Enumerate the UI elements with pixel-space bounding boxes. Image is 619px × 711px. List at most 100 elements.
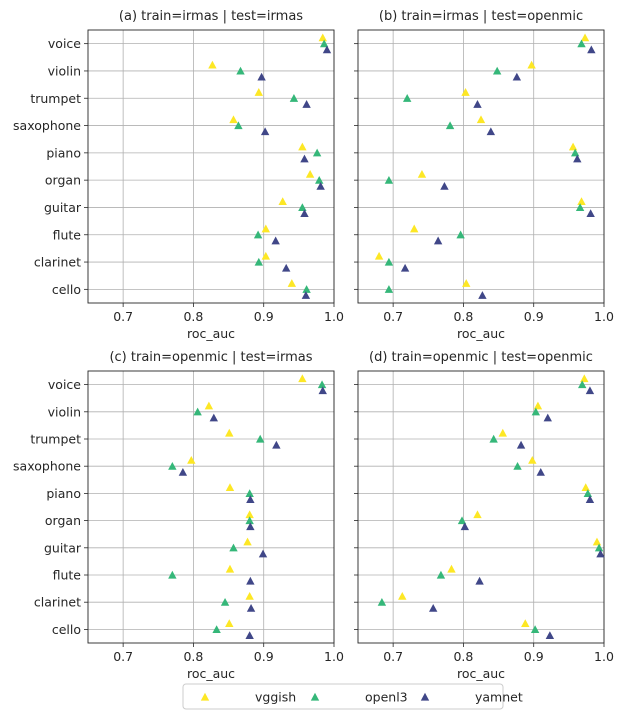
marker-yamnet	[543, 413, 552, 422]
panel-title: (c) train=openmic | test=irmas	[109, 350, 312, 365]
marker-vggish	[533, 401, 543, 410]
x-tick-label: 0.7	[383, 309, 403, 324]
marker-openl3	[298, 203, 307, 212]
marker-yamnet	[316, 181, 325, 190]
marker-openl3	[513, 462, 522, 470]
marker-openl3	[319, 39, 329, 48]
x-tick-label: 0.8	[183, 309, 203, 324]
marker-openl3	[315, 175, 324, 184]
marker-vggish	[245, 592, 254, 600]
marker-yamnet	[475, 576, 484, 585]
marker-openl3	[456, 230, 465, 239]
marker-openl3	[234, 121, 243, 130]
x-tick-label: 0.9	[254, 309, 274, 324]
marker-yamnet	[573, 154, 582, 163]
x-tick-label: 0.9	[524, 309, 544, 324]
marker-openl3	[302, 285, 311, 293]
marker-openl3	[229, 543, 238, 552]
y-tick-label: violin	[48, 63, 81, 78]
marker-vggish	[243, 537, 252, 546]
y-tick-label: organ	[45, 513, 81, 528]
marker-openl3	[384, 257, 394, 266]
marker-vggish	[187, 456, 196, 464]
marker-vggish	[298, 374, 307, 383]
panels-layer: (a) train=irmas | test=irmas 0.7 0.8 0.9 1.0…	[13, 9, 614, 681]
legend: vggish openl3 yamnet	[182, 683, 523, 710]
marker-vggish	[462, 279, 471, 287]
marker-openl3	[457, 516, 467, 525]
marker-yamnet	[302, 100, 311, 108]
y-tick-label: saxophone	[13, 459, 81, 474]
axes-frame	[87, 29, 335, 304]
marker-openl3	[594, 543, 604, 552]
marker-yamnet	[246, 604, 256, 612]
axes-frame	[357, 29, 605, 304]
legend-frame	[182, 683, 504, 710]
marker-vggish	[521, 619, 530, 627]
y-tick-label: voice	[48, 377, 81, 392]
x-axis-label: roc_auc	[187, 666, 235, 681]
marker-openl3	[256, 434, 265, 443]
marker-yamnet	[596, 549, 605, 558]
marker-vggish	[476, 115, 486, 124]
y-tick-label: piano	[46, 145, 81, 160]
marker-yamnet	[516, 440, 526, 449]
y-tick-label: trumpet	[30, 91, 81, 106]
legend-label-openl3: openl3	[365, 690, 408, 705]
panel-1: (a) train=irmas | test=irmas 0.7 0.8 0.9 1.0…	[13, 9, 344, 341]
marker-openl3	[384, 175, 394, 184]
marker-vggish	[527, 60, 536, 69]
y-tick-label: clarinet	[34, 255, 81, 270]
y-tick-label: piano	[46, 486, 81, 501]
marker-vggish	[498, 428, 507, 437]
marker-vggish	[568, 142, 578, 151]
y-tick-label: flute	[53, 227, 82, 242]
marker-yamnet	[400, 263, 410, 272]
marker-vggish	[318, 33, 327, 42]
marker-vggish	[204, 401, 214, 410]
marker-vggish	[398, 592, 407, 600]
marker-openl3	[577, 39, 586, 48]
y-tick-label: saxophone	[13, 118, 81, 133]
marker-openl3	[531, 407, 541, 416]
marker-yamnet	[460, 522, 470, 531]
marker-vggish	[580, 33, 590, 42]
y-tick-label: guitar	[44, 200, 82, 215]
marker-yamnet	[545, 631, 555, 639]
marker-vggish	[278, 197, 287, 206]
marker-vggish	[447, 564, 456, 573]
marker-openl3	[583, 489, 593, 497]
marker-vggish	[374, 251, 384, 260]
marker-vggish	[473, 510, 482, 519]
marker-openl3	[212, 625, 221, 633]
marker-yamnet	[429, 604, 438, 612]
marker-openl3	[253, 230, 263, 239]
y-tick-label: cello	[52, 622, 81, 637]
marker-vggish	[298, 142, 307, 151]
marker-yamnet	[246, 495, 255, 503]
marker-openl3	[236, 66, 245, 75]
marker-yamnet	[300, 209, 309, 218]
marker-openl3	[317, 380, 327, 389]
marker-yamnet	[536, 468, 545, 476]
marker-openl3	[489, 434, 498, 443]
marker-vggish	[577, 197, 586, 206]
marker-yamnet	[246, 576, 255, 585]
marker-openl3	[384, 285, 394, 293]
axes-frame	[87, 370, 335, 644]
y-tick-label: voice	[48, 36, 81, 51]
marker-yamnet	[585, 386, 595, 395]
marker-yamnet	[322, 45, 332, 54]
marker-vggish	[410, 224, 419, 233]
x-tick-label: 1.0	[324, 309, 344, 324]
legend-items: vggish openl3 yamnet	[200, 690, 523, 705]
legend-label-yamnet: yamnet	[475, 690, 523, 705]
marker-vggish	[581, 483, 590, 491]
panel-title: (a) train=irmas | test=irmas	[119, 9, 303, 24]
panel-title: (d) train=openmic | test=openmic	[369, 350, 593, 365]
marker-openl3	[403, 94, 412, 102]
marker-vggish	[245, 510, 254, 519]
y-tick-label: flute	[53, 568, 82, 583]
marker-openl3	[245, 516, 254, 525]
marker-openl3	[492, 66, 502, 75]
